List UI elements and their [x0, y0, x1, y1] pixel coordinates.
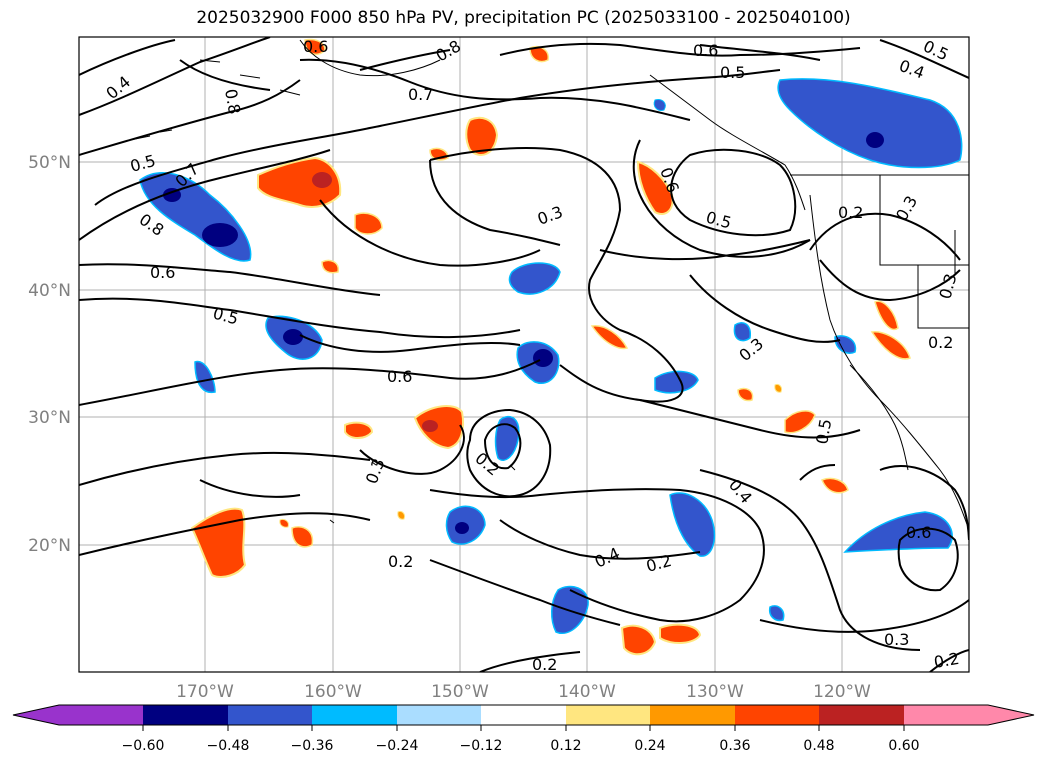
- colorbar-tick-label: −0.60: [122, 738, 165, 754]
- colorbar-segment: [904, 705, 989, 725]
- colorbar-tick-label: −0.24: [376, 738, 419, 754]
- contour-label: 0.2: [838, 203, 863, 222]
- colorbar-segment: [228, 705, 313, 725]
- colorbar-tick-label: 0.36: [719, 738, 750, 754]
- colorbar-tick-label: 0.48: [803, 738, 834, 754]
- pv-contours: [79, 37, 969, 672]
- colorbar-tick-label: 0.60: [888, 738, 919, 754]
- colorbar-tick-label: −0.12: [460, 738, 503, 754]
- lat-label: 30°N: [28, 408, 71, 428]
- contour-label: 0.6: [693, 41, 718, 60]
- contour-label: 0.5: [720, 63, 745, 82]
- colorbar-segment: [143, 705, 229, 725]
- lon-label: 170°W: [176, 682, 234, 702]
- precip-positive-areas: [190, 38, 911, 656]
- map-frame: [78, 36, 970, 673]
- colorbar-tick-label: 0.24: [634, 738, 665, 754]
- colorbar-segment: [566, 705, 651, 725]
- contour-label: 0.2: [388, 552, 413, 571]
- contour-label: 0.7: [408, 85, 433, 104]
- colorbar-segment: [735, 705, 820, 725]
- lat-label: 20°N: [28, 536, 71, 556]
- colorbar-extend-high: [988, 705, 1034, 725]
- colorbar-tick-label: 0.12: [550, 738, 581, 754]
- colorbar-segment: [650, 705, 736, 725]
- lon-label: 150°W: [431, 682, 489, 702]
- longitude-labels: 170°W 160°W 150°W 140°W 130°W 120°W: [176, 682, 871, 702]
- lat-label: 50°N: [28, 153, 71, 173]
- contour-label: 0.6: [387, 367, 412, 386]
- contour-label: 0.5: [812, 417, 835, 445]
- colorbar-segment: [312, 705, 398, 725]
- contour-label: 0.6: [303, 37, 328, 56]
- contour-label: 0.2: [928, 333, 953, 352]
- colorbar-outline: [12, 704, 1035, 726]
- colorbar-segment: [819, 705, 905, 725]
- lat-label: 40°N: [28, 281, 71, 301]
- contour-label: 0.3: [884, 630, 909, 649]
- precip-negative-areas: [139, 78, 963, 635]
- lon-label: 130°W: [686, 682, 744, 702]
- lon-label: 140°W: [558, 682, 616, 702]
- colorbar-segment: [59, 705, 144, 725]
- coastlines: [129, 39, 969, 531]
- colorbar-segment: [481, 705, 567, 725]
- lon-label: 120°W: [813, 682, 871, 702]
- contour-label: 0.6: [150, 263, 175, 282]
- colorbar-tick-label: −0.36: [291, 738, 334, 754]
- colorbar-tick-label: −0.48: [207, 738, 250, 754]
- contour-label: 0.2: [532, 655, 557, 674]
- lon-label: 160°W: [304, 682, 362, 702]
- colorbar-extend-low: [13, 705, 59, 725]
- colorbar-segment: [397, 705, 482, 725]
- contour-label: 0.8: [221, 87, 244, 115]
- colorbar: −0.60 −0.48 −0.36 −0.24 −0.12 0.12 0.24 …: [12, 704, 1035, 754]
- latitude-labels: 50°N 40°N 30°N 20°N: [28, 153, 71, 556]
- map-title: 2025032900 F000 850 hPa PV, precipitatio…: [196, 8, 851, 28]
- contour-label: 0.6: [906, 523, 931, 542]
- contour-label: 0.2: [932, 649, 960, 672]
